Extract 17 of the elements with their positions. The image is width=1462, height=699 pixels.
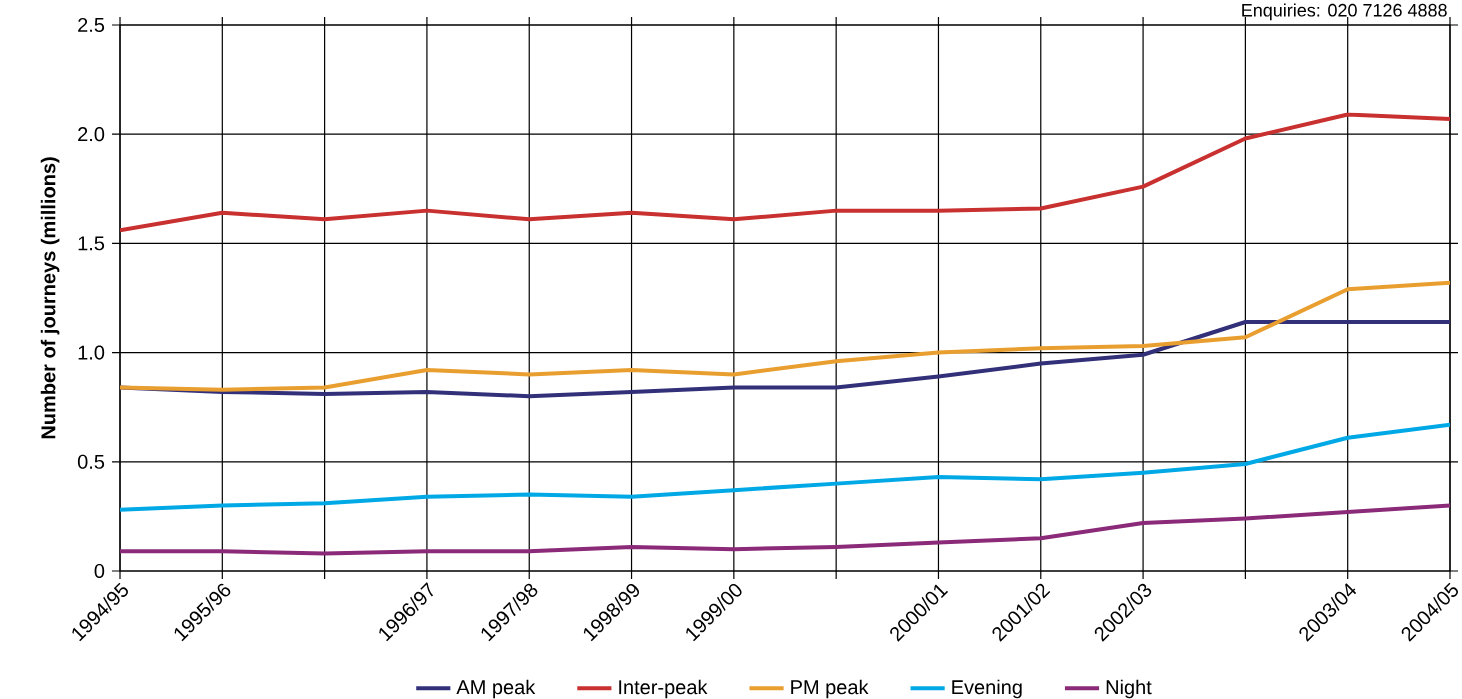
line-series [120, 422, 1450, 512]
y-tick-label: 2.0 [78, 127, 105, 142]
y-tick-label: 1.5 [78, 236, 105, 251]
text: Enquiries: 020 7126 4888 [1242, 3, 1447, 21]
y-tick-label: 1.0 [78, 345, 105, 360]
y-tick-label: 0.5 [77, 454, 105, 469]
y-tick-label: 2.5 [78, 17, 105, 33]
legend-label: Inter-peak [619, 679, 708, 699]
line-series [120, 280, 1450, 392]
legend-label: Evening [952, 679, 1022, 699]
y-tick-label: 0 [94, 563, 105, 579]
legend-label: Night [1106, 679, 1152, 699]
legend-label: PM peak [791, 679, 869, 699]
line-series [120, 112, 1450, 233]
y-axis-title: Number of journeys (millions) [40, 157, 60, 439]
line-series [120, 503, 1450, 556]
legend-label: AM peak [456, 679, 536, 699]
